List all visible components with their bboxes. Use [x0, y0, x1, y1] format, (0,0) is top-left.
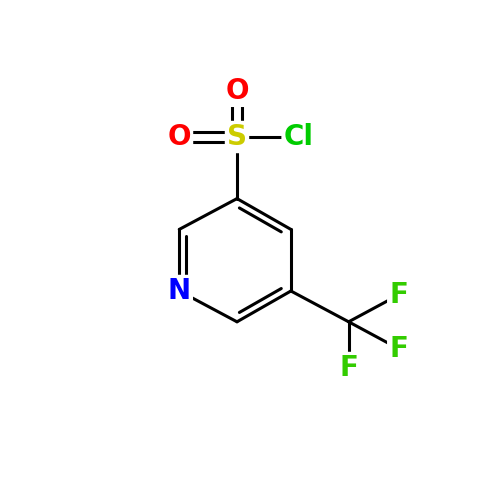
Text: F: F [390, 281, 408, 309]
Text: O: O [168, 123, 191, 151]
Text: O: O [225, 77, 249, 105]
Text: F: F [339, 354, 358, 382]
Text: F: F [390, 335, 408, 363]
Text: Cl: Cl [284, 123, 314, 151]
Text: S: S [227, 123, 247, 151]
Text: N: N [168, 277, 191, 305]
